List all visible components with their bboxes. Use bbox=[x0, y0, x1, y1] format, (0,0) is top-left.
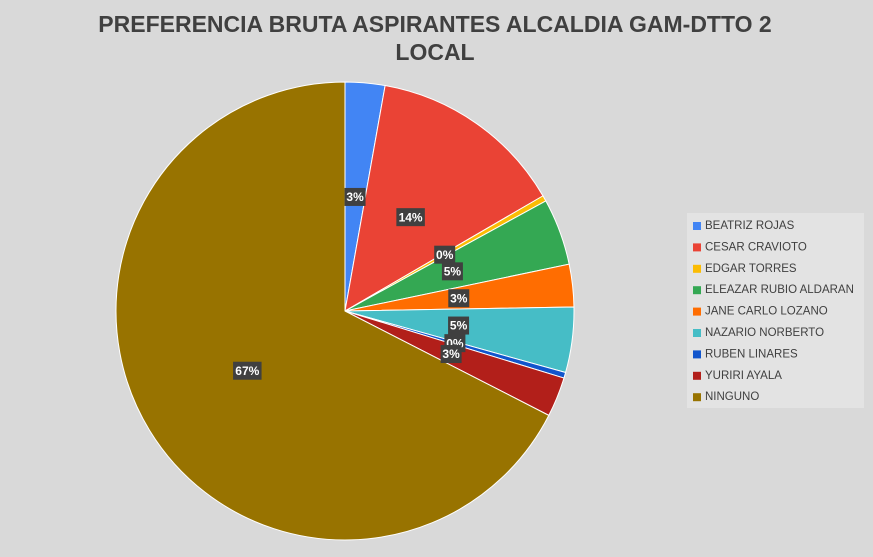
data-label: 3% bbox=[442, 347, 460, 361]
data-label: 3% bbox=[346, 190, 364, 204]
legend-label: JANE CARLO LOZANO bbox=[705, 306, 828, 318]
data-label-box bbox=[434, 245, 456, 264]
legend-box bbox=[687, 213, 864, 408]
data-label-box bbox=[233, 361, 262, 380]
data-label: 0% bbox=[436, 248, 454, 262]
data-label: 5% bbox=[444, 265, 462, 279]
data-label-box bbox=[396, 208, 425, 227]
data-label-box bbox=[448, 316, 470, 335]
data-label-box bbox=[440, 345, 462, 364]
legend-swatch bbox=[693, 243, 701, 252]
legend-swatch bbox=[693, 371, 701, 380]
pie-slice bbox=[344, 84, 544, 312]
legend-label: NAZARIO NORBERTO bbox=[705, 327, 824, 339]
legend-label: EDGAR TORRES bbox=[705, 263, 797, 275]
legend-label: YURIRI AYALA bbox=[705, 370, 782, 382]
legend-swatch bbox=[693, 307, 701, 316]
legend-swatch bbox=[693, 222, 701, 230]
data-label: 5% bbox=[450, 319, 468, 333]
pie-slice bbox=[115, 81, 550, 541]
data-label-box bbox=[344, 187, 366, 206]
legend-swatch bbox=[693, 286, 701, 295]
legend-label: NINGUNO bbox=[705, 391, 759, 403]
legend-label: RUBEN LINARES bbox=[705, 348, 798, 360]
data-label-box bbox=[441, 262, 463, 281]
legend-swatch bbox=[693, 393, 701, 402]
legend-swatch bbox=[693, 329, 701, 337]
legend-label: CESAR CRAVIOTO bbox=[705, 241, 807, 253]
legend-label: BEATRIZ ROJAS bbox=[705, 220, 795, 232]
chart-title: PREFERENCIA BRUTA ASPIRANTES ALCALDIA GA… bbox=[98, 11, 772, 65]
data-label: 3% bbox=[450, 291, 468, 305]
legend-swatch bbox=[693, 264, 701, 273]
data-label: 67% bbox=[235, 364, 259, 378]
legend-label: ELEAZAR RUBIO ALDARAN bbox=[705, 284, 854, 296]
legend-swatch bbox=[693, 350, 701, 359]
data-label-box bbox=[448, 289, 470, 308]
data-label: 14% bbox=[399, 210, 423, 224]
